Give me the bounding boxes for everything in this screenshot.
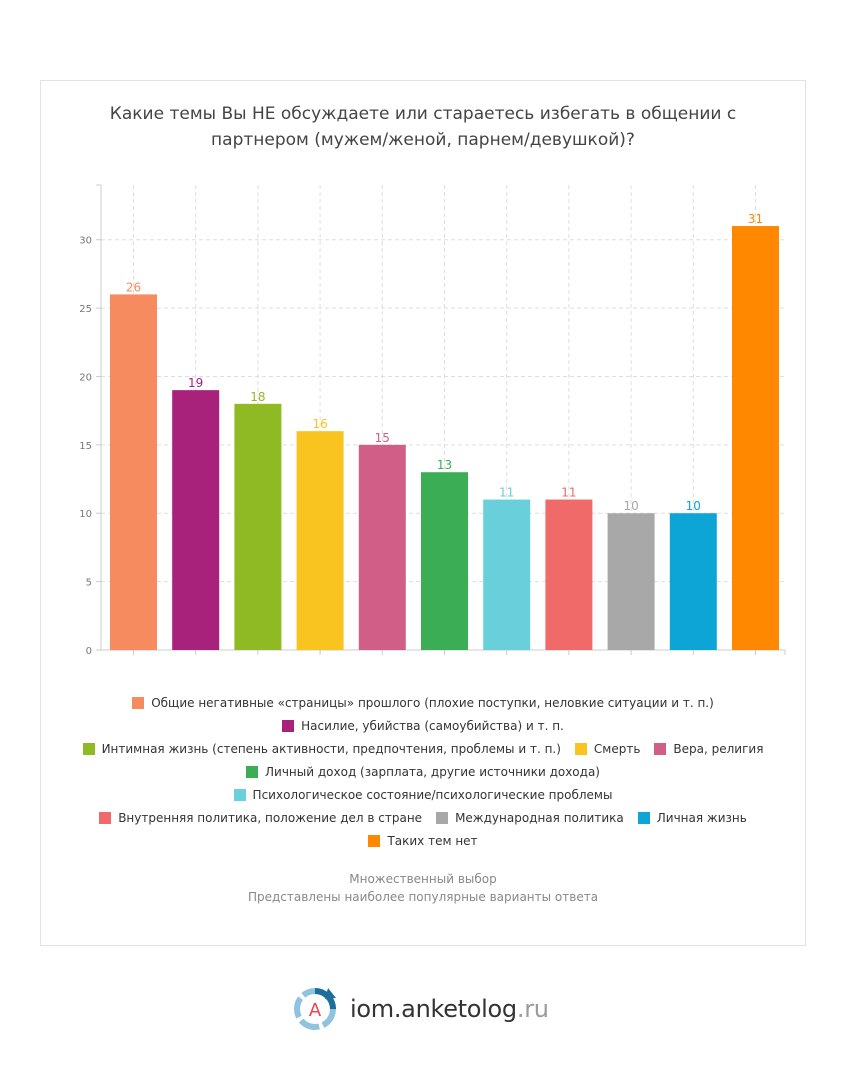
legend-item[interactable]: Интимная жизнь (степень активности, пред…	[82, 741, 561, 756]
y-tick-label: 0	[86, 646, 92, 657]
legend-row: Личный доход (зарплата, другие источники…	[40, 760, 806, 783]
y-tick-label: 25	[79, 304, 92, 315]
legend-label: Таких тем нет	[387, 833, 478, 848]
legend-label: Интимная жизнь (степень активности, пред…	[101, 741, 561, 756]
legend-swatch	[368, 834, 381, 847]
bar	[172, 390, 220, 650]
y-tick-label: 20	[79, 372, 92, 383]
legend-swatch	[574, 742, 587, 755]
bar	[669, 513, 717, 650]
y-tick-label: 15	[79, 441, 92, 452]
legend-item[interactable]: Общие негативные «страницы» прошлого (пл…	[132, 696, 714, 710]
legend-row: Общие негативные «страницы» прошлого (пл…	[40, 691, 806, 714]
legend-label: Насилие, убийства (самоубийства) и т. п.	[301, 718, 564, 733]
legend-label: Смерть	[593, 741, 641, 756]
brand-logo[interactable]: A iom.anketolog.ru	[292, 986, 549, 1032]
legend-label: Личная жизнь	[656, 810, 747, 825]
chart-title-line-2: партнером (мужем/женой, парнем/девушкой)…	[211, 130, 635, 150]
legend-swatch	[436, 811, 449, 824]
bar-value-label: 19	[188, 376, 203, 390]
brand-tld: .ru	[516, 995, 549, 1023]
bar	[234, 403, 282, 650]
legend-item[interactable]: Насилие, убийства (самоубийства) и т. п.	[282, 719, 564, 733]
note-multiple-choice: Множественный выбор	[349, 872, 497, 886]
legend-row: Насилие, убийства (самоубийства) и т. п.	[40, 714, 806, 737]
legend-item[interactable]: Вера, религия	[654, 742, 763, 756]
bar-value-label: 26	[126, 280, 141, 294]
legend-label: Международная политика	[455, 810, 624, 825]
legend-label: Психологическое состояние/психологически…	[252, 787, 613, 802]
bar-value-label: 11	[561, 486, 576, 500]
legend-item[interactable]: Смерть	[574, 741, 641, 756]
logo-letter: A	[309, 1000, 322, 1021]
legend-swatch	[654, 742, 667, 755]
bar	[545, 499, 593, 650]
legend-item[interactable]: Таких тем нет	[368, 833, 478, 848]
bar-value-label: 13	[437, 458, 452, 472]
legend-swatch	[246, 765, 259, 778]
bar-value-label: 10	[623, 499, 638, 513]
legend-row: Таких тем нет	[40, 829, 806, 852]
bar	[296, 431, 344, 650]
legend-item[interactable]: Личная жизнь	[637, 810, 747, 825]
legend-label: Личный доход (зарплата, другие источники…	[265, 764, 600, 779]
legend-item[interactable]: Внутренняя политика, положение дел в стр…	[99, 811, 422, 825]
bar-value-label: 10	[686, 499, 701, 513]
legend-swatch	[132, 696, 145, 709]
bar-value-label: 16	[312, 417, 327, 431]
legend-label: Общие негативные «страницы» прошлого (пл…	[151, 695, 714, 710]
legend-label: Вера, религия	[673, 741, 764, 756]
note-popular-answers: Представлены наиболее популярные вариант…	[247, 890, 599, 904]
legend-swatch	[637, 811, 650, 824]
brand-name: iom.anketolog.ru	[350, 995, 549, 1023]
legend-swatch	[233, 788, 246, 801]
chart-legend: Общие негативные «страницы» прошлого (пл…	[40, 691, 806, 852]
legend-swatch	[282, 719, 295, 732]
bar	[358, 444, 406, 650]
y-tick-label: 30	[79, 236, 92, 247]
chart-title: Какие темы Вы НЕ обсуждаете или стараете…	[40, 101, 806, 153]
bar	[732, 226, 779, 650]
y-tick-label: 10	[79, 509, 92, 520]
anketolog-logo-icon: A	[294, 988, 336, 1030]
bar-value-label: 15	[375, 431, 390, 445]
chart-title-line-1: Какие темы Вы НЕ обсуждаете или стараете…	[109, 104, 737, 124]
bar	[421, 472, 468, 650]
bar	[607, 513, 655, 650]
legend-row: Психологическое состояние/психологически…	[40, 783, 806, 806]
bar	[483, 499, 531, 650]
legend-item[interactable]: Международная политика	[436, 811, 624, 825]
bar	[110, 294, 157, 650]
bar-value-label: 31	[748, 212, 763, 226]
legend-row: Интимная жизнь (степень активности, пред…	[40, 737, 806, 760]
brand-name-main: iom.anketolog	[350, 995, 517, 1023]
y-tick-label: 5	[86, 578, 92, 589]
legend-item[interactable]: Психологическое состояние/психологически…	[233, 787, 613, 802]
bar-value-label: 18	[250, 390, 265, 404]
legend-row: Внутренняя политика, положение дел в стр…	[40, 806, 806, 829]
legend-swatch	[99, 811, 112, 824]
bar-value-label: 11	[499, 486, 514, 500]
legend-swatch	[82, 742, 95, 755]
legend-label: Внутренняя политика, положение дел в стр…	[118, 810, 423, 825]
legend-item[interactable]: Личный доход (зарплата, другие источники…	[246, 765, 600, 779]
